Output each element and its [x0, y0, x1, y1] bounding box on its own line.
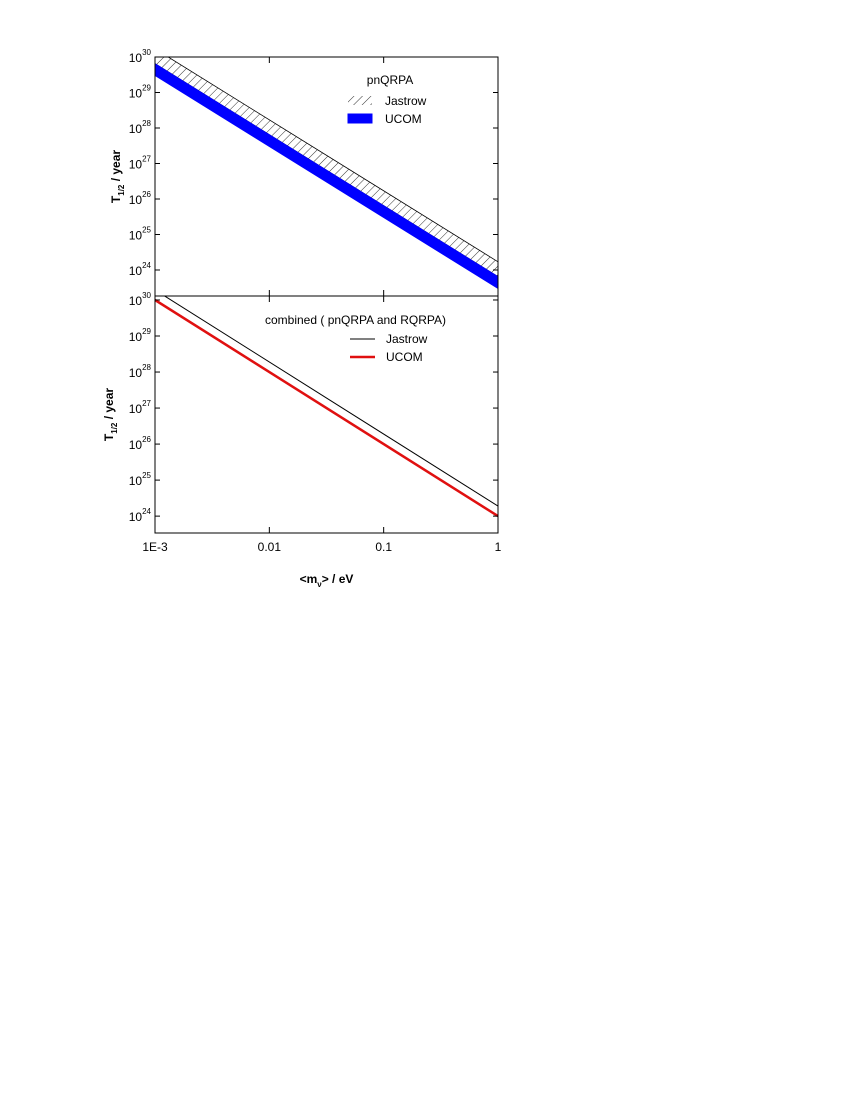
y-tick-base: 10 — [129, 294, 143, 308]
y-tick-label: 1028 — [129, 119, 152, 136]
band — [155, 57, 498, 278]
axis-label-rest: / year — [109, 150, 123, 185]
y-tick-base: 10 — [129, 51, 143, 65]
y-tick-base: 10 — [129, 228, 143, 242]
y-tick-label: 1025 — [129, 471, 152, 488]
y-tick-exp: 24 — [142, 507, 151, 516]
y-tick-exp: 28 — [142, 119, 151, 128]
y-tick-base: 10 — [129, 438, 143, 452]
y-tick-label: 1028 — [129, 363, 152, 380]
y-tick-base: 10 — [129, 193, 143, 207]
line — [163, 296, 498, 507]
y-tick-exp: 30 — [142, 291, 151, 300]
axis-label-sub: 1/2 — [110, 422, 119, 434]
y-tick-exp: 29 — [142, 327, 151, 336]
x-tick-label: 0.01 — [258, 540, 282, 554]
y-tick-label: 1024 — [129, 261, 152, 278]
x-tick-label: 1 — [495, 540, 502, 554]
axis-label-rest: / year — [102, 388, 116, 423]
y-tick-exp: 27 — [142, 399, 151, 408]
y-tick-base: 10 — [129, 474, 143, 488]
y-tick-exp: 26 — [142, 190, 151, 199]
y-tick-label: 1030 — [129, 291, 152, 308]
axis-label-sub: ν — [317, 580, 322, 589]
y-tick-label: 1024 — [129, 507, 152, 524]
axis-label-main: <m — [300, 572, 318, 586]
y-tick-label: 1027 — [129, 399, 152, 416]
y-tick-base: 10 — [129, 157, 143, 171]
legend-label: Jastrow — [385, 94, 427, 108]
axis-label-rest: > / eV — [322, 572, 354, 586]
y-tick-exp: 25 — [142, 471, 151, 480]
x-tick-label: 1E-3 — [142, 540, 168, 554]
y-tick-label: 1026 — [129, 190, 152, 207]
axis-label: T1/2 / year — [102, 388, 119, 441]
legend-swatch — [347, 113, 373, 124]
axis-label-main: T — [102, 433, 116, 441]
y-tick-base: 10 — [129, 122, 143, 136]
y-tick-exp: 24 — [142, 261, 151, 270]
y-tick-label: 1027 — [129, 154, 152, 171]
y-tick-exp: 29 — [142, 83, 151, 92]
y-tick-base: 10 — [129, 264, 143, 278]
y-tick-label: 1029 — [129, 83, 152, 100]
axes-frame — [154, 295, 499, 534]
line — [155, 298, 498, 518]
y-tick-exp: 28 — [142, 363, 151, 372]
y-tick-exp: 30 — [142, 48, 151, 57]
legend-label: UCOM — [386, 350, 423, 364]
y-tick-exp: 27 — [142, 154, 151, 163]
axis-label-sub: 1/2 — [117, 184, 126, 196]
axis-label-main: T — [109, 195, 123, 203]
x-tick-label: 0.1 — [375, 540, 392, 554]
y-tick-base: 10 — [129, 510, 143, 524]
axis-label: T1/2 / year — [109, 150, 126, 203]
band — [155, 63, 498, 290]
y-tick-base: 10 — [129, 402, 143, 416]
y-tick-label: 1025 — [129, 225, 152, 242]
y-tick-label: 1030 — [129, 48, 152, 65]
plot-area — [155, 296, 498, 518]
legend-title: combined ( pnQRPA and RQRPA) — [265, 313, 446, 327]
y-tick-base: 10 — [129, 366, 143, 380]
y-tick-label: 1029 — [129, 327, 152, 344]
legend-swatch — [348, 96, 372, 105]
legend-label: Jastrow — [386, 332, 428, 346]
plot-area — [155, 57, 498, 290]
legend-title: pnQRPA — [367, 73, 413, 87]
y-tick-base: 10 — [129, 330, 143, 344]
axis-label: <mν> / eV — [300, 572, 354, 589]
y-tick-base: 10 — [129, 86, 143, 100]
y-tick-label: 1026 — [129, 435, 152, 452]
y-tick-exp: 26 — [142, 435, 151, 444]
y-tick-exp: 25 — [142, 225, 151, 234]
legend-label: UCOM — [385, 112, 422, 126]
